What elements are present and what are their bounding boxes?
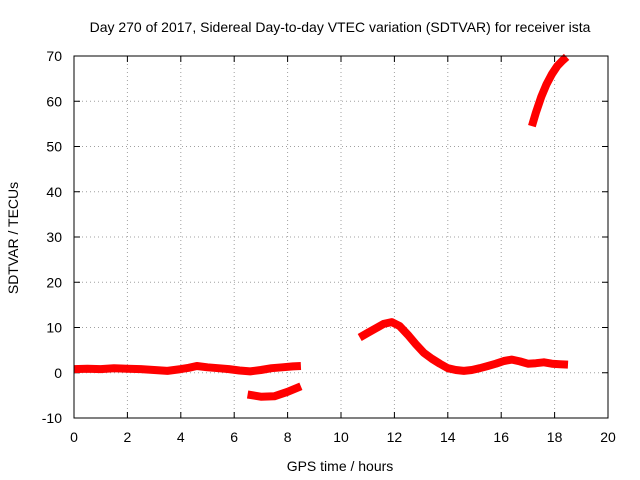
plot-frame xyxy=(73,55,609,419)
y-tick-label: 60 xyxy=(46,93,62,109)
x-tick-label: 12 xyxy=(387,429,403,445)
series-line-3 xyxy=(357,318,569,375)
x-tick-label: 8 xyxy=(284,429,292,445)
series-line-2 xyxy=(246,382,303,401)
x-tick-label: 14 xyxy=(440,429,456,445)
x-tick-label: 16 xyxy=(493,429,509,445)
y-tick-label: 40 xyxy=(46,184,62,200)
y-tick-labels: -10 0 10 20 30 40 50 60 70 xyxy=(42,48,62,426)
data-series xyxy=(73,53,570,401)
y-tick-label: 50 xyxy=(46,139,62,155)
x-tick-label: 4 xyxy=(177,429,185,445)
x-tick-label: 20 xyxy=(600,429,616,445)
y-tick-label: 70 xyxy=(46,48,62,64)
y-tick-label: 30 xyxy=(46,229,62,245)
x-tick-label: 2 xyxy=(124,429,132,445)
series-line-1 xyxy=(73,362,302,376)
y-tick-label: 20 xyxy=(46,274,62,290)
x-tick-label: 0 xyxy=(70,429,78,445)
series-line-4 xyxy=(528,53,570,128)
x-tick-label: 6 xyxy=(230,429,238,445)
x-tick-label: 18 xyxy=(547,429,563,445)
chart-title: Day 270 of 2017, Sidereal Day-to-day VTE… xyxy=(90,19,591,35)
x-tick-label: 10 xyxy=(333,429,349,445)
y-tick-label: 0 xyxy=(54,365,62,381)
x-tick-labels: 0 2 4 6 8 10 12 14 16 18 20 xyxy=(70,429,616,445)
y-axis-title: SDTVAR / TECUs xyxy=(5,182,21,294)
x-axis-title: GPS time / hours xyxy=(287,458,394,474)
y-tick-label: -10 xyxy=(42,410,62,426)
y-tick-label: 10 xyxy=(46,320,62,336)
